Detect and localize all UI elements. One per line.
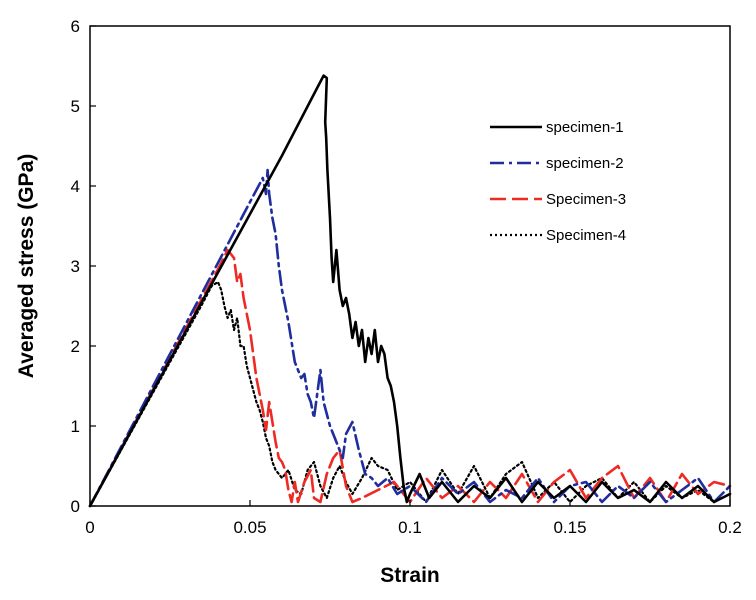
legend-label-specimen-3: Specimen-3: [546, 191, 626, 208]
x-tick-label: 0.15: [553, 518, 586, 537]
series-line-specimen-3: [88, 248, 732, 508]
ticks-layer: 0 0.05 0.1 0.15 0.2 0 1 2 3 4 5 6: [71, 17, 742, 537]
series-line-specimen-2: [88, 168, 732, 508]
x-tick-label: 0.2: [718, 518, 742, 537]
y-axis-title: Averaged stress (GPa): [15, 154, 38, 379]
y-tick-label: 3: [71, 257, 80, 276]
legend-label-specimen-4: Specimen-4: [546, 227, 626, 244]
y-tick-label: 2: [71, 337, 80, 356]
y-tick-label: 0: [71, 497, 80, 516]
legend-label-specimen-2: specimen-2: [546, 155, 624, 172]
x-tick-label: 0: [85, 518, 94, 537]
x-tick-label: 0.1: [398, 518, 422, 537]
series-line-specimen-1: [88, 74, 732, 508]
y-tick-label: 4: [71, 177, 80, 196]
x-tick-label: 0.05: [233, 518, 266, 537]
y-tick-label: 6: [71, 17, 80, 36]
series-line-specimen-4: [88, 280, 732, 508]
legend-label-specimen-1: specimen-1: [546, 119, 624, 136]
legend: specimen-1 specimen-2 Specimen-3 Specimen-4: [490, 119, 626, 244]
y-tick-label: 1: [71, 417, 80, 436]
x-axis-title: Strain: [380, 564, 440, 587]
y-tick-label: 5: [71, 97, 80, 116]
series-layer: [88, 74, 732, 508]
